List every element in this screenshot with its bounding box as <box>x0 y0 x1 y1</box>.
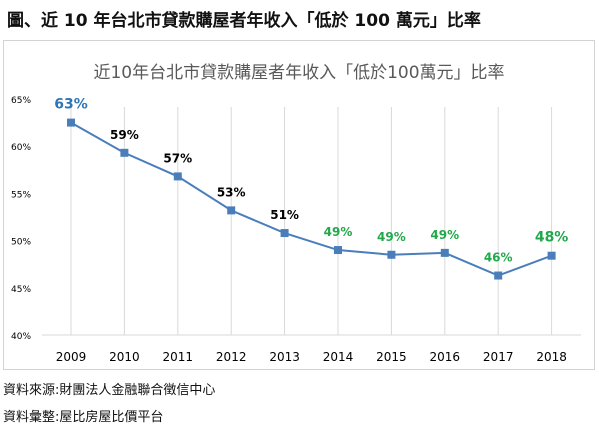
x-tick-label-2009: 2009 <box>56 350 87 364</box>
data-point-2013 <box>280 229 289 238</box>
axes: 2009 2010 2011 2012 2013 2014 2015 2016 2017 2018… <box>11 96 581 364</box>
series-polyline <box>70 121 552 277</box>
y-tick-label-40: 40% <box>11 332 31 342</box>
y-tick-label-65: 65% <box>11 96 31 106</box>
y-tick-label-50: 50% <box>11 238 31 248</box>
chart-panel <box>3 40 595 370</box>
data-point-2015 <box>387 250 396 259</box>
data-point-2016 <box>440 248 449 257</box>
x-tick-label-2010: 2010 <box>109 350 140 364</box>
data-point-2009 <box>67 118 75 127</box>
data-label-2010: 59% <box>110 128 139 142</box>
data-point-2014 <box>334 246 342 255</box>
data-point-2010 <box>120 148 129 157</box>
data-label-2011: 57% <box>163 151 192 165</box>
x-tick-label-2015: 2015 <box>376 350 407 364</box>
y-tick-label-55: 55% <box>11 190 31 200</box>
source-note: 資料來源:財團法人金融聯合徵信中心 <box>3 383 216 398</box>
data-label-2015: 49% <box>377 230 406 244</box>
data-label-2017: 46% <box>484 251 513 265</box>
data-point-2011 <box>173 172 182 181</box>
data-label-2018: 48% <box>535 230 569 246</box>
data-labels: 63% 59% 57% 53% 51% 49% 49% 49% 46% 48% <box>54 97 568 265</box>
compiler-note: 資料彙整:屋比房屋比價平台 <box>3 410 164 425</box>
x-tick-label-2017: 2017 <box>483 350 514 364</box>
figure-title: 圖、近 10 年台北市貸款購屋者年收入「低於 100 萬元」比率 <box>7 11 481 31</box>
data-label-2012: 53% <box>217 185 246 199</box>
x-tick-label-2011: 2011 <box>163 350 194 364</box>
y-tick-label-45: 45% <box>11 285 31 295</box>
chart-title: 近10年台北市貸款購屋者年收入「低於100萬元」比率 <box>93 63 504 83</box>
data-label-2014: 49% <box>324 225 353 239</box>
x-tick-label-2012: 2012 <box>216 350 247 364</box>
x-tick-label-2018: 2018 <box>536 350 567 364</box>
data-label-2013: 51% <box>270 208 299 222</box>
data-point-2017 <box>494 271 503 280</box>
x-tick-label-2013: 2013 <box>269 350 300 364</box>
grid-lines <box>70 107 553 335</box>
data-label-2016: 49% <box>430 228 459 242</box>
x-tick-label-2014: 2014 <box>323 350 354 364</box>
data-point-2018 <box>547 251 556 260</box>
data-label-2009: 63% <box>54 97 88 113</box>
data-markers <box>67 118 556 280</box>
y-tick-label-60: 60% <box>11 143 31 153</box>
series-line <box>70 121 552 277</box>
x-tick-label-2016: 2016 <box>430 350 461 364</box>
data-point-2012 <box>227 206 236 215</box>
